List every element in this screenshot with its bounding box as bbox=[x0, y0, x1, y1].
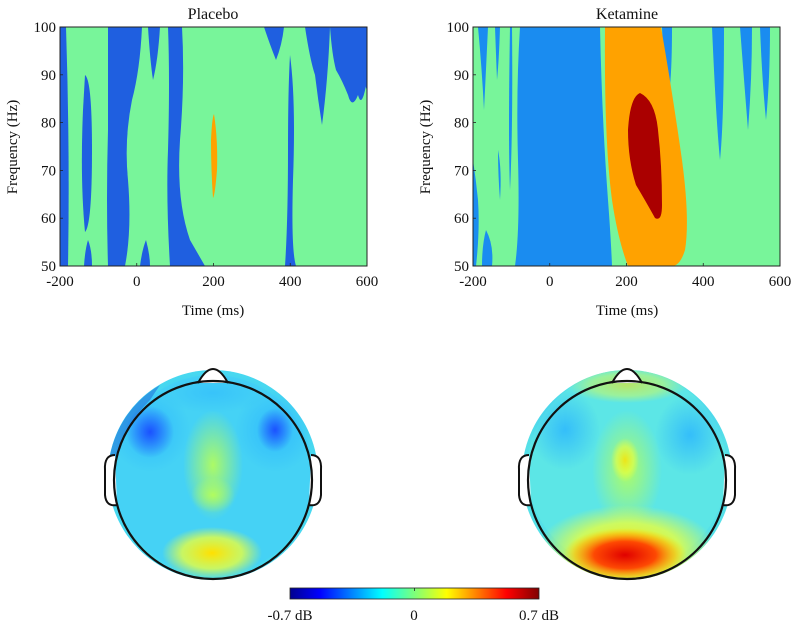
placebo-ticks: -200 0 200 400 600 50 60 70 80 90 100 bbox=[34, 20, 379, 290]
tf-region-low bbox=[712, 27, 724, 160]
placebo-tf-map bbox=[60, 27, 367, 266]
tf-region-low bbox=[107, 27, 142, 266]
tf-region-high bbox=[628, 93, 662, 219]
tf-region-low bbox=[285, 55, 296, 266]
tf-region-low bbox=[81, 75, 92, 232]
y-tick-label: 90 bbox=[454, 68, 469, 84]
x-tick-label: -200 bbox=[459, 274, 487, 290]
y-tick-label: 60 bbox=[41, 211, 56, 227]
tf-region-low bbox=[495, 27, 500, 80]
tf-region-low bbox=[515, 27, 612, 266]
ketamine-ticks: -200 0 200 400 600 50 60 70 80 90 100 bbox=[447, 20, 792, 290]
x-tick-label: 200 bbox=[202, 274, 225, 290]
y-tick-label: 50 bbox=[41, 259, 56, 275]
ketamine-tf-map bbox=[473, 27, 780, 266]
tf-region-low bbox=[264, 27, 284, 60]
tf-region-low bbox=[362, 60, 367, 90]
tf-region-low bbox=[330, 27, 367, 103]
y-tick-label: 80 bbox=[41, 116, 56, 132]
colorbar-max-label: 0.7 dB bbox=[519, 608, 559, 624]
tf-region-low bbox=[473, 160, 479, 266]
tf-region-low bbox=[60, 27, 69, 266]
tf-region-low bbox=[760, 27, 770, 120]
x-tick-label: 200 bbox=[615, 274, 638, 290]
ketamine-title: Ketamine bbox=[596, 6, 658, 23]
ketamine-ylabel: Frequency (Hz) bbox=[418, 100, 434, 195]
placebo-ylabel: Frequency (Hz) bbox=[5, 100, 21, 195]
y-tick-label: 70 bbox=[41, 163, 56, 179]
y-tick-label: 100 bbox=[34, 20, 57, 36]
x-tick-label: 600 bbox=[769, 274, 792, 290]
y-tick-label: 70 bbox=[454, 163, 469, 179]
x-tick-label: 400 bbox=[692, 274, 715, 290]
tf-region-low bbox=[305, 27, 330, 125]
colorbar-min-label: -0.7 dB bbox=[268, 608, 313, 624]
tf-region-low bbox=[498, 150, 501, 200]
colorbar-mid-label: 0 bbox=[410, 608, 418, 624]
y-tick-label: 100 bbox=[447, 20, 470, 36]
y-tick-label: 50 bbox=[454, 259, 469, 275]
placebo-topomap bbox=[103, 368, 323, 581]
x-tick-label: 600 bbox=[356, 274, 379, 290]
y-tick-label: 60 bbox=[454, 211, 469, 227]
x-tick-label: 400 bbox=[279, 274, 302, 290]
tf-region-low bbox=[84, 240, 92, 266]
tf-region-low bbox=[148, 27, 160, 80]
tf-region-low bbox=[140, 240, 150, 266]
ketamine-topomap bbox=[517, 368, 737, 581]
tf-region-low bbox=[740, 27, 752, 130]
y-tick-label: 90 bbox=[41, 68, 56, 84]
placebo-xlabel: Time (ms) bbox=[182, 303, 244, 319]
placebo-title: Placebo bbox=[188, 6, 239, 23]
x-tick-label: 0 bbox=[133, 274, 141, 290]
tf-region-low bbox=[167, 27, 205, 266]
y-tick-label: 80 bbox=[454, 116, 469, 132]
x-tick-label: -200 bbox=[46, 274, 74, 290]
tf-region-low bbox=[509, 27, 513, 190]
ketamine-xlabel: Time (ms) bbox=[596, 303, 658, 319]
tf-region-low bbox=[478, 27, 488, 110]
tf-region-low bbox=[482, 230, 493, 266]
x-tick-label: 0 bbox=[546, 274, 554, 290]
tf-region-positive bbox=[211, 114, 218, 198]
